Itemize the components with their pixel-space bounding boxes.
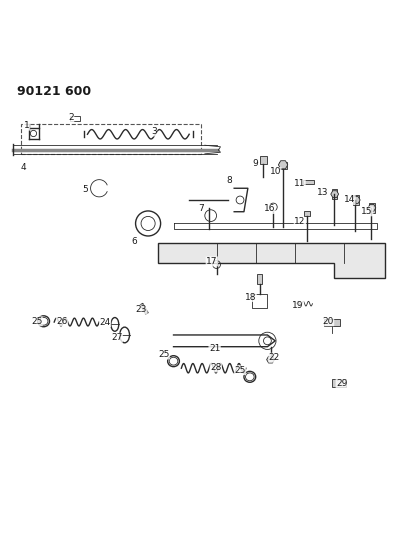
Text: 27: 27 [111,333,123,342]
Text: 26: 26 [56,317,68,326]
Bar [279,161,287,168]
Bar [257,274,262,284]
Text: 21: 21 [209,344,220,353]
Text: 2: 2 [68,114,74,123]
Ellipse shape [120,327,130,343]
Polygon shape [279,161,288,169]
Text: 19: 19 [292,301,304,310]
Text: 15: 15 [361,207,373,216]
Text: 3: 3 [151,127,157,136]
Polygon shape [352,197,360,204]
Text: 11: 11 [294,179,305,188]
Text: 8: 8 [227,176,232,185]
Text: 6: 6 [132,237,137,246]
Text: 13: 13 [317,188,329,197]
Polygon shape [331,191,338,198]
Text: 12: 12 [294,217,306,227]
Text: 7: 7 [198,204,204,213]
Text: 14: 14 [344,196,355,205]
Polygon shape [368,205,376,211]
Bar [70,116,80,121]
Text: 28: 28 [210,363,221,372]
Text: 4: 4 [20,164,26,172]
Ellipse shape [245,373,254,381]
Bar [332,379,346,386]
Ellipse shape [38,316,50,327]
Text: 16: 16 [264,205,275,214]
Ellipse shape [39,317,48,325]
Ellipse shape [168,356,179,367]
Polygon shape [158,243,385,278]
Ellipse shape [244,372,256,382]
Bar [332,189,337,199]
Text: 17: 17 [206,257,217,266]
Bar [304,211,310,216]
Bar [353,195,359,205]
Polygon shape [140,303,148,314]
Ellipse shape [111,318,119,331]
Text: 20: 20 [322,317,334,326]
Text: 29: 29 [336,379,348,389]
Text: 22: 22 [269,353,280,362]
Text: 24: 24 [99,318,111,327]
Bar [303,181,314,184]
Bar [324,319,340,326]
Text: 9: 9 [252,159,258,168]
Text: 10: 10 [269,167,281,176]
Text: 23: 23 [136,305,147,314]
Text: 5: 5 [83,185,88,194]
Bar [369,203,375,213]
Text: 18: 18 [245,293,256,302]
Ellipse shape [169,357,178,365]
Bar [260,156,267,164]
Text: 1: 1 [24,121,30,130]
Text: 25: 25 [234,366,246,375]
Text: 90121 600: 90121 600 [17,85,91,98]
Bar [21,125,201,154]
Text: 25: 25 [31,317,42,326]
Text: 25: 25 [158,350,169,359]
Polygon shape [267,356,275,363]
